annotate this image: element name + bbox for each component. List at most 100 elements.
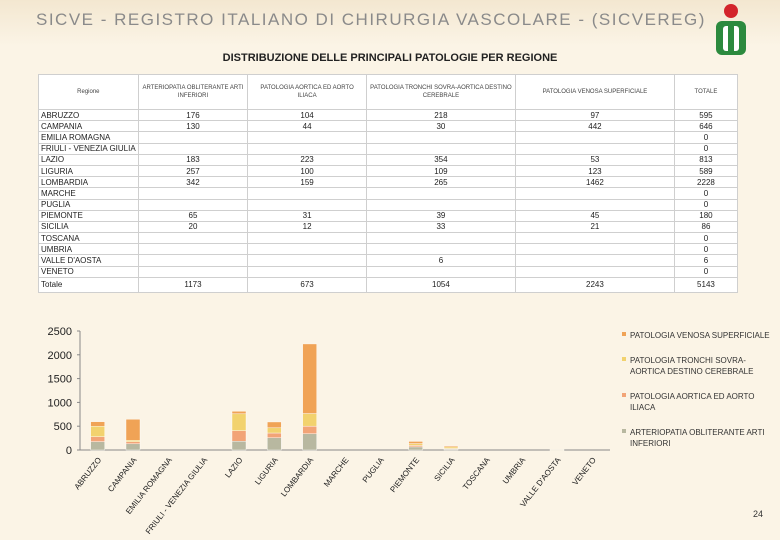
table-cell: 595 xyxy=(673,108,739,122)
x-tick-label: LIGURIA xyxy=(253,455,280,486)
legend-label: ARTERIOPATIA OBLITERANTE ARTI INFERIORI xyxy=(630,428,765,448)
x-tick-label: LOMBARDIA xyxy=(279,455,316,498)
table-cell: 33 xyxy=(365,220,516,234)
col-header: PATOLOGIA VENOSA SUPERFICIALE xyxy=(514,74,675,110)
table-cell: 65 xyxy=(137,209,249,222)
region-name: PUGLIA xyxy=(38,198,139,211)
table-cell: 104 xyxy=(247,108,367,122)
region-name: LOMBARDIA xyxy=(38,176,139,189)
table-cell xyxy=(514,265,675,278)
table-cell xyxy=(247,187,367,200)
bar-segment xyxy=(267,427,282,434)
table-cell: 123 xyxy=(514,164,675,178)
table-cell: 354 xyxy=(365,153,516,166)
table-cell: 21 xyxy=(514,220,675,234)
bar-segment xyxy=(90,426,105,437)
table-cell xyxy=(365,142,516,155)
legend-swatch xyxy=(622,429,626,433)
table-cell: 20 xyxy=(137,220,249,234)
table-cell xyxy=(365,265,516,278)
bar-segment xyxy=(408,443,423,446)
bar-segment xyxy=(302,425,317,434)
table-total-row: Totale 1173 673 1054 2243 5143 xyxy=(38,276,739,293)
x-tick-label: ABRUZZO xyxy=(73,456,104,492)
table-cell: 0 xyxy=(673,187,739,200)
table-row: VENETO 0 xyxy=(38,265,739,278)
legend-label: PATOLOGIA VENOSA SUPERFICIALE xyxy=(630,331,770,340)
table-cell: 86 xyxy=(673,220,739,234)
table-cell: 223 xyxy=(247,153,367,166)
table-cell: 130 xyxy=(137,120,249,133)
y-tick-label: 0 xyxy=(66,445,72,457)
table-row: ABRUZZO 176 104 218 97 595 xyxy=(38,108,739,122)
table-cell xyxy=(514,131,675,144)
y-tick-label: 2500 xyxy=(48,326,72,338)
table-row: MARCHE 0 xyxy=(38,187,739,200)
x-tick-label: VENETO xyxy=(571,456,598,487)
x-tick-label: TOSCANA xyxy=(461,455,492,491)
bar-segment xyxy=(231,430,247,442)
table-cell xyxy=(365,243,516,256)
table-row: LAZIO 183 223 354 53 813 xyxy=(38,153,739,166)
legend-swatch xyxy=(622,332,626,336)
table-cell: 45 xyxy=(514,209,675,222)
table-cell xyxy=(247,131,367,144)
table-cell xyxy=(365,131,516,144)
table-cell: 0 xyxy=(673,131,739,144)
bar-segment xyxy=(267,437,282,451)
table-cell xyxy=(365,187,516,200)
legend-swatch xyxy=(622,357,626,361)
table-cell: 6 xyxy=(673,254,739,267)
table-cell: 1462 xyxy=(514,176,675,189)
col-header: Regione xyxy=(38,74,139,110)
bar-segment xyxy=(125,441,141,445)
table-cell: 12 xyxy=(247,220,367,234)
total-cell: Totale xyxy=(38,276,139,293)
table-cell xyxy=(137,265,249,278)
table-cell: 0 xyxy=(673,198,739,211)
bar-segment xyxy=(549,449,565,451)
page-number: 24 xyxy=(753,509,764,519)
table-cell: 97 xyxy=(514,108,675,122)
table-cell xyxy=(137,254,249,267)
table-cell xyxy=(137,131,249,144)
table-cell: 218 xyxy=(365,108,516,122)
total-cell: 1054 xyxy=(365,276,516,293)
region-name: PIEMONTE xyxy=(38,209,139,222)
legend-item: PATOLOGIA VENOSA SUPERFICIALE xyxy=(622,330,772,341)
table-cell xyxy=(514,142,675,155)
table-cell xyxy=(514,198,675,211)
bar-segment xyxy=(90,441,105,451)
table-cell xyxy=(247,265,367,278)
region-name: VENETO xyxy=(38,265,139,278)
chart-legend: PATOLOGIA VENOSA SUPERFICIALE PATOLOGIA T… xyxy=(622,330,772,463)
table-cell xyxy=(514,187,675,200)
region-name: UMBRIA xyxy=(38,243,139,256)
y-tick-label: 2000 xyxy=(48,350,72,362)
region-name: MARCHE xyxy=(38,187,139,200)
bar-segment xyxy=(90,436,105,442)
table-cell: 2228 xyxy=(673,176,739,189)
x-tick-label: CAMPANIA xyxy=(106,455,139,494)
bar-segment xyxy=(302,413,317,427)
bar-segment xyxy=(267,432,282,438)
table-row: PUGLIA 0 xyxy=(38,198,739,211)
bar-segment xyxy=(125,443,141,451)
bar-segment xyxy=(125,440,141,442)
table-cell xyxy=(514,254,675,267)
table-cell: 183 xyxy=(137,153,249,166)
legend-swatch xyxy=(622,393,626,397)
table-cell: 53 xyxy=(514,153,675,166)
region-name: FRIULI - VENEZIA GIULIA xyxy=(38,142,139,155)
table-row: CAMPANIA 130 44 30 442 646 xyxy=(38,120,739,133)
table-cell xyxy=(247,198,367,211)
region-table: Regione ARTERIOPATIA OBLITERANTE ARTI IN… xyxy=(38,74,739,293)
region-name: TOSCANA xyxy=(38,232,139,245)
table-cell: 44 xyxy=(247,120,367,133)
region-name: SICILIA xyxy=(38,220,139,234)
table-cell: 0 xyxy=(673,232,739,245)
table-row: TOSCANA 0 xyxy=(38,232,739,245)
region-name: CAMPANIA xyxy=(38,120,139,133)
legend-item: ARTERIOPATIA OBLITERANTE ARTI INFERIORI xyxy=(622,427,772,449)
